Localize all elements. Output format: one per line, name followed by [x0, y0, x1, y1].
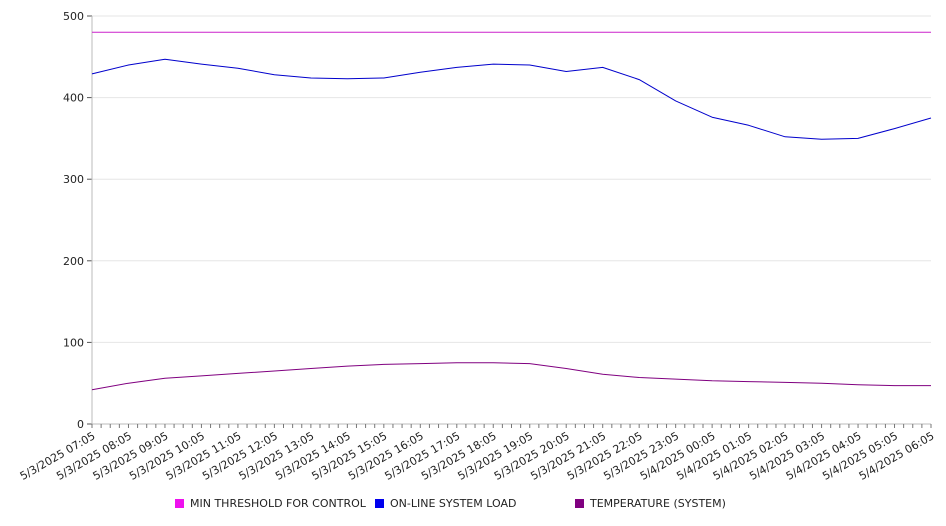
legend-item-min-threshold[interactable]: MIN THRESHOLD FOR CONTROL: [175, 497, 366, 510]
series-line-1: [91, 58, 932, 140]
y-tick-label: 300: [63, 173, 84, 186]
series-line-2: [91, 362, 931, 391]
legend-label-temperature: TEMPERATURE (SYSTEM): [590, 497, 726, 510]
x-tick-labels: 5/3/2025 07:055/3/2025 08:055/3/2025 09:…: [18, 429, 937, 483]
legend-swatch-min-threshold: [175, 499, 184, 508]
axes: [87, 15, 932, 428]
y-tick-label: 500: [63, 10, 84, 23]
series-lines: [91, 31, 932, 391]
legend-item-temperature[interactable]: TEMPERATURE (SYSTEM): [575, 497, 726, 510]
legend: MIN THRESHOLD FOR CONTROL ON-LINE SYSTEM…: [0, 497, 946, 515]
y-tick-label: 0: [77, 418, 84, 431]
y-tick-labels: 0 100 200 300 400 500: [63, 10, 84, 431]
y-tick-label: 100: [63, 336, 84, 349]
legend-label-min-threshold: MIN THRESHOLD FOR CONTROL: [190, 497, 366, 510]
legend-item-system-load[interactable]: ON-LINE SYSTEM LOAD: [375, 497, 516, 510]
y-tick-label: 400: [63, 92, 84, 105]
legend-swatch-temperature: [575, 499, 584, 508]
legend-label-system-load: ON-LINE SYSTEM LOAD: [390, 497, 517, 510]
y-tick-label: 200: [63, 255, 84, 268]
legend-swatch-system-load: [375, 499, 384, 508]
